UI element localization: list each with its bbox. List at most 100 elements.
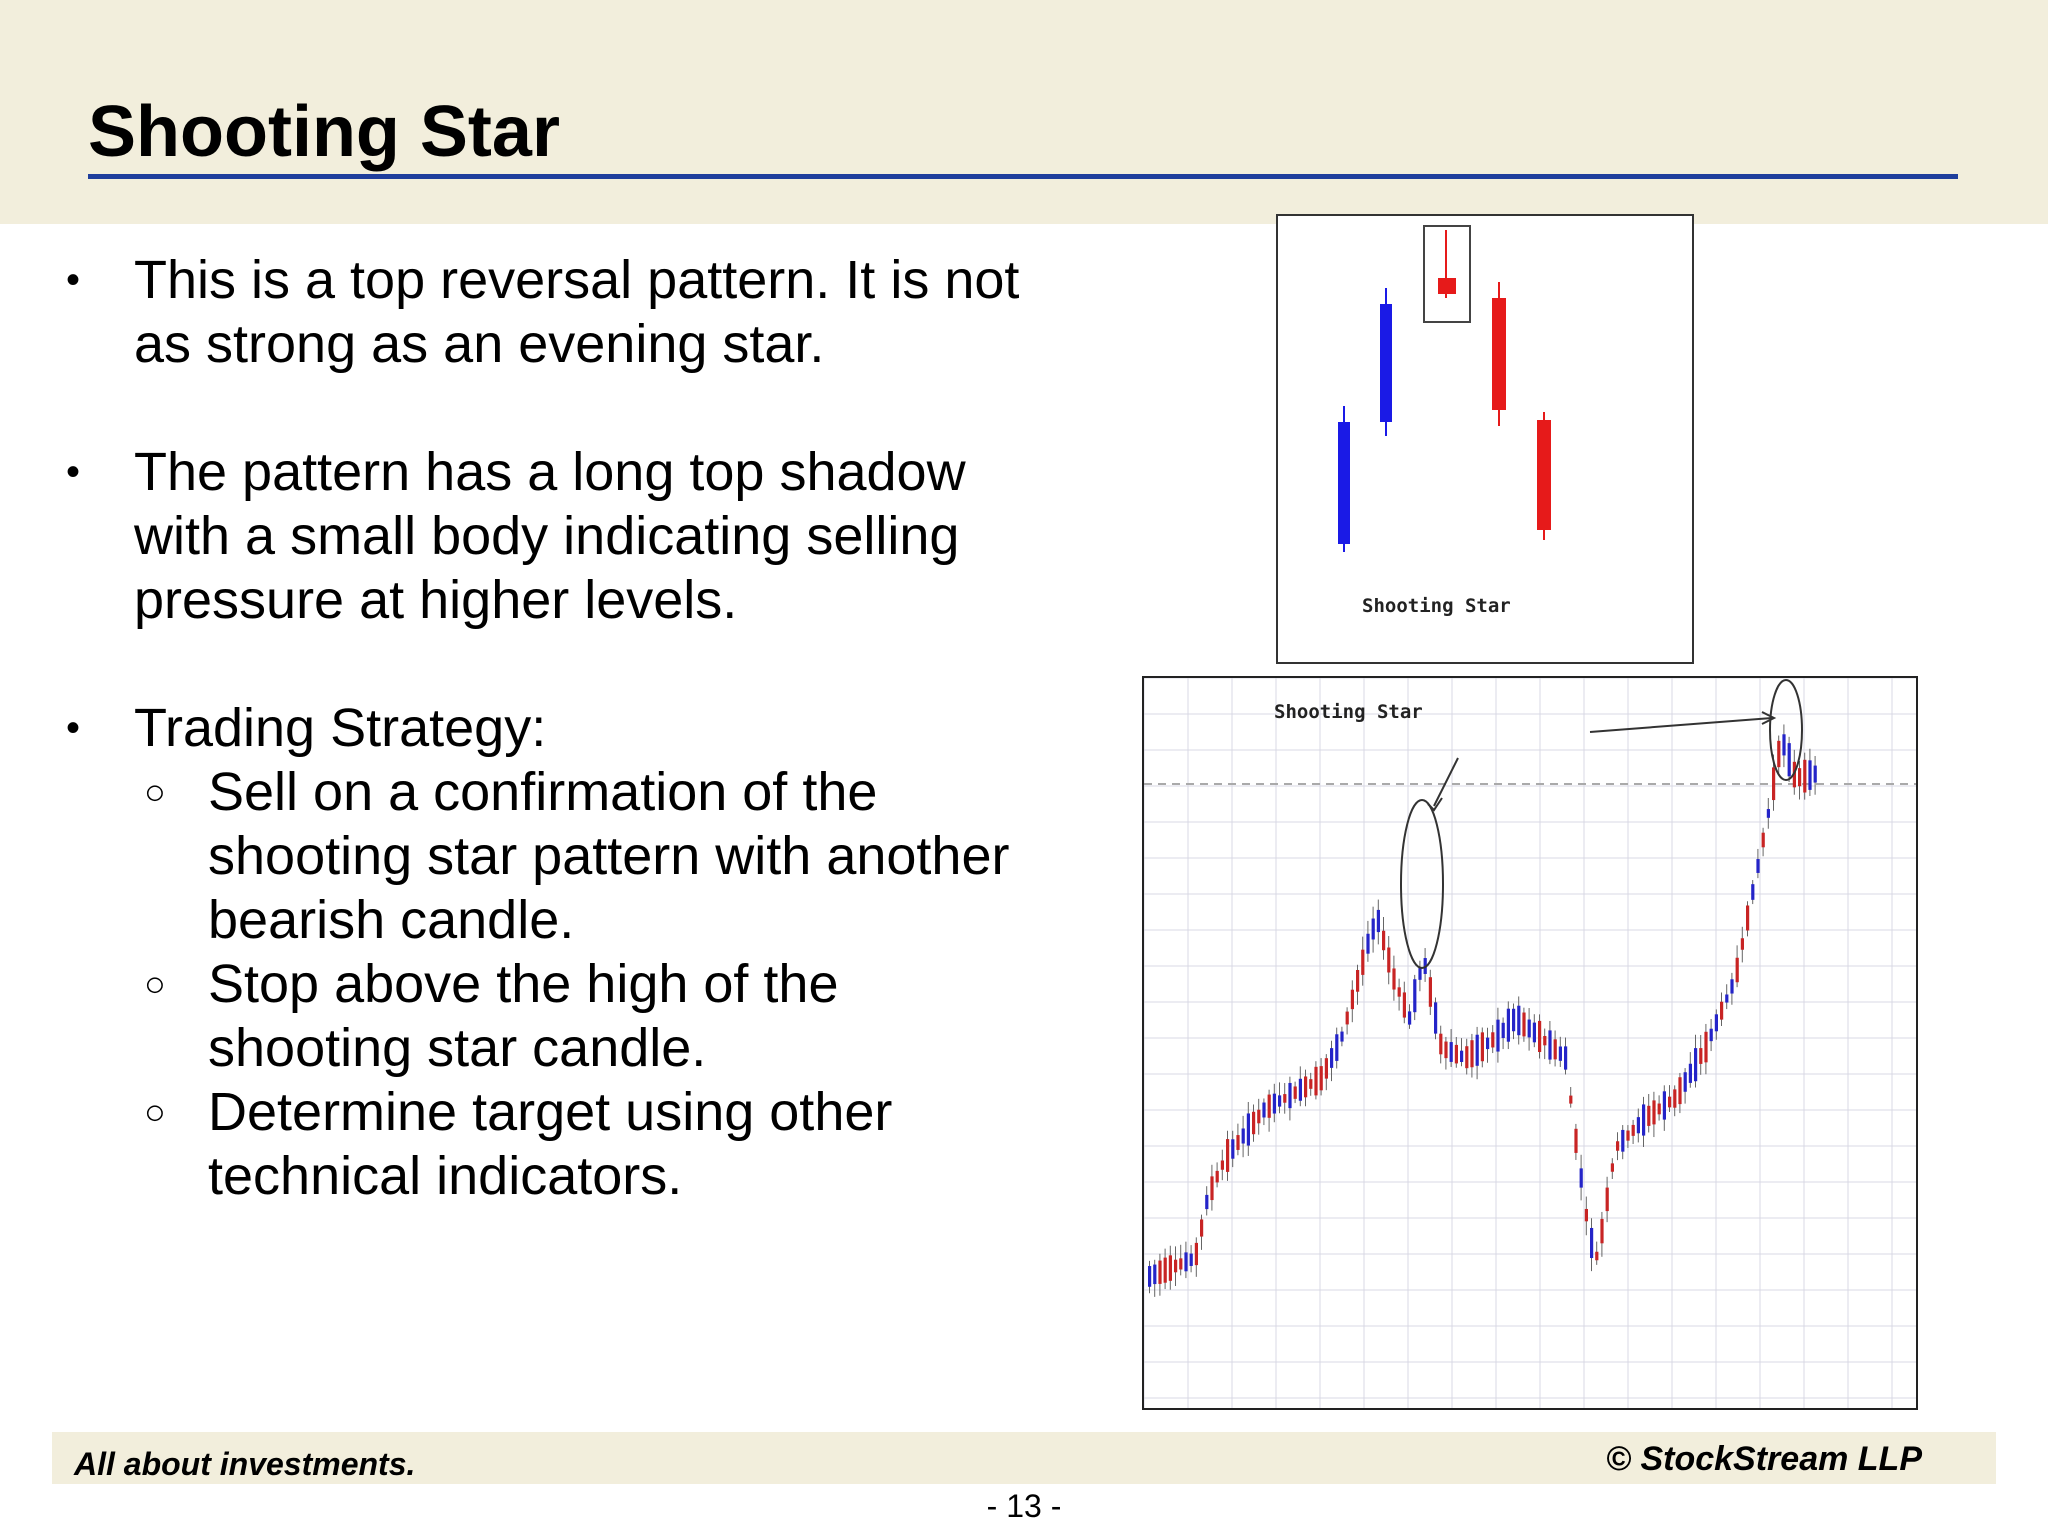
bullish-candle	[1460, 1050, 1464, 1062]
bearish-candle	[1309, 1079, 1313, 1089]
bullish-candle	[1787, 743, 1791, 777]
bullish-candle	[1246, 1113, 1250, 1146]
bullish-candle	[1558, 1046, 1562, 1061]
bullet-item: • Trading Strategy: ○ Sell on a confirma…	[60, 696, 1100, 1208]
bullish-candle	[1486, 1037, 1490, 1050]
page-number: - 13 -	[986, 1488, 1062, 1524]
bullish-candle	[1725, 994, 1729, 1003]
sub-bullet-line: shooting star pattern with another	[208, 826, 1010, 886]
bullish-candle	[1148, 1266, 1152, 1287]
highlight-box	[1423, 225, 1471, 323]
circle-bullet-icon: ○	[144, 771, 166, 812]
bearish-candle	[1746, 905, 1750, 931]
bullish-candle	[1366, 933, 1370, 954]
bearish-candle	[1356, 969, 1360, 992]
circle-bullet-icon: ○	[144, 1091, 166, 1132]
bullish-candle	[1506, 1008, 1510, 1042]
bullish-candle	[1340, 1031, 1344, 1042]
bearish-candle	[1610, 1163, 1614, 1172]
chart-grid	[1143, 677, 1916, 1408]
bullet-line: Trading Strategy:	[134, 698, 547, 758]
bearish-candle	[1397, 987, 1401, 997]
bearish-candle	[1720, 1001, 1724, 1020]
bullish-candle	[1548, 1030, 1552, 1060]
bullish-candle	[1517, 1005, 1521, 1036]
bearish-candle	[1324, 1058, 1328, 1079]
bearish-candle	[1392, 968, 1396, 990]
price-chart-svg: Shooting Star	[1143, 677, 1916, 1408]
bearish-candle	[1631, 1124, 1635, 1136]
bullish-candle	[1288, 1082, 1292, 1109]
bullish-candle	[1376, 909, 1380, 933]
bearish-candle	[1350, 989, 1354, 1010]
bearish-candle	[1652, 1100, 1656, 1125]
bullish-candle	[1338, 422, 1350, 544]
bearish-candle	[1220, 1160, 1224, 1170]
bullet-item: • The pattern has a long top shadow with…	[60, 440, 1100, 632]
bearish-candle	[1673, 1089, 1677, 1108]
bearish-candle	[1257, 1109, 1261, 1124]
sub-bullet-item: ○ Sell on a confirmation of the shooting…	[52, 760, 1100, 952]
bearish-candle	[1439, 1033, 1443, 1055]
bullish-candle	[1564, 1046, 1568, 1070]
bullish-candle	[1751, 884, 1755, 900]
bearish-candle	[1267, 1094, 1271, 1118]
bearish-candle	[1538, 1020, 1542, 1053]
bearish-candle	[1428, 977, 1432, 1007]
annotation-arrow-2	[1589, 717, 1773, 733]
bullish-candle	[1642, 1104, 1646, 1136]
annotation-arrow-1	[1433, 757, 1459, 807]
bearish-candle	[1761, 832, 1765, 848]
bullish-candle	[1688, 1063, 1692, 1083]
arrow-head-icon	[1427, 797, 1443, 812]
sub-bullet-line: technical indicators.	[208, 1146, 683, 1206]
sub-bullet-item: ○ Determine target using other technical…	[52, 1080, 1100, 1208]
bearish-candle	[1772, 767, 1776, 801]
bearish-candle	[1444, 1041, 1448, 1059]
bullish-candle	[1756, 859, 1760, 873]
shooting-star-candle	[1438, 278, 1456, 294]
bearish-candle	[1314, 1066, 1318, 1096]
bearish-candle	[1537, 420, 1551, 530]
bearish-candle	[1200, 1219, 1204, 1237]
bullish-candle	[1527, 1019, 1531, 1038]
bullet-line: This is a top reversal pattern. It is no…	[134, 250, 1020, 310]
bearish-candle	[1382, 930, 1386, 951]
bullish-candle	[1714, 1014, 1718, 1032]
sub-bullet-line: bearish candle.	[208, 890, 575, 950]
bearish-candle	[1543, 1036, 1547, 1046]
bearish-candle	[1283, 1094, 1287, 1103]
bearish-candle	[1163, 1257, 1167, 1283]
bullet-item: • This is a top reversal pattern. It is …	[60, 248, 1100, 376]
bearish-candle	[1454, 1044, 1458, 1064]
bullet-dot-icon: •	[66, 706, 81, 750]
bullish-candle	[1413, 979, 1417, 1013]
bearish-candle	[1569, 1095, 1573, 1104]
bearish-candle	[1491, 1032, 1495, 1048]
bullish-candle	[1730, 979, 1734, 994]
pattern-diagram-svg: Shooting Star	[1338, 225, 1551, 617]
bearish-candle	[1647, 1105, 1651, 1126]
sub-bullet-line: shooting star candle.	[208, 1018, 707, 1078]
bullish-candle	[1621, 1129, 1625, 1152]
bearish-candle	[1319, 1066, 1323, 1091]
slide-title: Shooting Star	[88, 92, 560, 172]
bearish-candle	[1179, 1258, 1183, 1270]
footer-tagline: All about investments.	[74, 1446, 416, 1482]
circle-bullet-icon: ○	[144, 963, 166, 1004]
bearish-candle	[1252, 1111, 1256, 1135]
bearish-candle	[1480, 1032, 1484, 1062]
header-band	[0, 0, 2048, 224]
bullish-candle	[1262, 1102, 1266, 1118]
bearish-candle	[1574, 1128, 1578, 1153]
bullish-candle	[1782, 734, 1786, 756]
bullet-line: The pattern has a long top shadow	[134, 442, 966, 502]
bullish-candle	[1434, 1002, 1438, 1034]
bearish-candle	[1595, 1251, 1599, 1261]
bullet-line: as strong as an evening star.	[134, 314, 825, 374]
bullish-candle	[1231, 1139, 1235, 1159]
bearish-candle	[1168, 1255, 1172, 1281]
bearish-candle	[1657, 1103, 1661, 1115]
bullish-candle	[1501, 1022, 1505, 1038]
footer-copyright: © StockStream LLP	[1605, 1440, 1922, 1478]
